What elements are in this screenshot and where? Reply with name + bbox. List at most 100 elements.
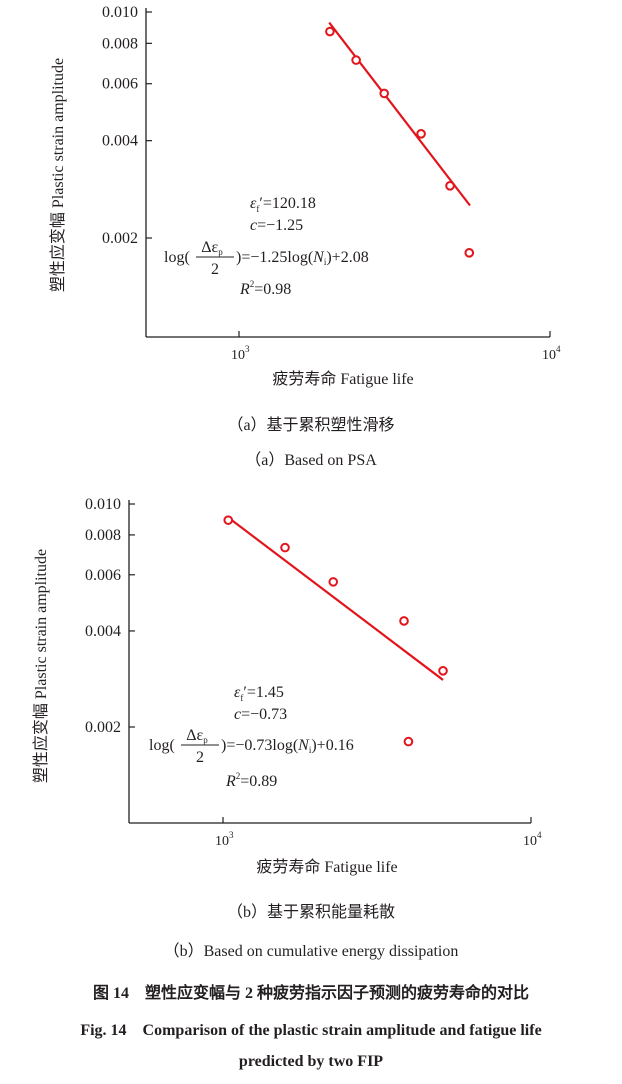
text-part: 3 <box>229 830 234 840</box>
equation-numerator: Δεp <box>201 239 223 257</box>
y-tick-label: 0.002 <box>85 719 121 736</box>
text-part: i <box>324 257 327 267</box>
text-part: i <box>309 745 312 755</box>
text-part: log( <box>164 249 190 266</box>
x-tick-label: 103 <box>231 344 250 363</box>
annotation-equation: )=−1.25log(Ni)+2.08 <box>236 249 369 267</box>
text-part: 4 <box>537 830 542 840</box>
text-part: 0.004 <box>102 133 138 150</box>
data-point <box>438 666 448 676</box>
text-part: 0.008 <box>102 35 138 52</box>
caption-b-english: （b）Based on cumulative energy dissipatio… <box>163 943 459 960</box>
text-part: 疲劳寿命 Fatigue life <box>256 858 397 876</box>
annotation-ef: εf′=1.45 <box>234 684 284 703</box>
data-point <box>403 736 414 747</box>
text-part: p <box>203 735 208 745</box>
annotation-equation: )=−0.73log(Ni)+0.16 <box>221 737 354 755</box>
text-part: 疲劳寿命 Fatigue life <box>272 370 413 388</box>
text-part: N <box>312 249 325 266</box>
data-point <box>464 247 475 258</box>
text-part: c <box>250 217 257 234</box>
annotation-r2: R2=0.89 <box>225 771 277 790</box>
data-point <box>325 26 335 37</box>
text-part: f <box>240 693 243 703</box>
text-part: 0.010 <box>102 4 138 21</box>
text-part: 2 <box>236 771 241 781</box>
text-part: 2 <box>250 279 255 289</box>
text-part: 0.004 <box>85 623 121 640</box>
data-point <box>351 55 361 65</box>
data-point <box>223 515 234 525</box>
text-part: =0.89 <box>240 773 277 790</box>
x-axis-label: 疲劳寿命 Fatigue life <box>272 370 413 388</box>
text-part: =−1.25 <box>257 217 303 234</box>
text-part: c <box>234 706 241 723</box>
y-tick-label: 0.006 <box>102 76 138 93</box>
y-tick-label: 0.008 <box>102 35 138 52</box>
caption-a-chinese: （a）基于累积塑性滑移 <box>227 417 395 434</box>
data-point <box>379 88 389 99</box>
text-part: 3 <box>245 344 250 354</box>
equation-numerator: Δεp <box>186 727 208 745</box>
x-axis-label: 疲劳寿命 Fatigue life <box>256 858 397 876</box>
text-part: 塑性应变幅 Plastic strain amplitude <box>31 549 50 783</box>
y-tick-label: 0.008 <box>85 527 121 544</box>
text-part: ′=120.18 <box>259 195 316 212</box>
annotation-equation-prefix: log( <box>149 737 175 754</box>
text-part: 10 <box>542 348 556 363</box>
x-tick-label: 103 <box>215 830 234 849</box>
y-axis-label: 塑性应变幅 Plastic strain amplitude <box>48 58 67 292</box>
text-part: R <box>225 773 236 790</box>
annotation-equation-prefix: log( <box>164 249 190 266</box>
y-tick-label: 0.010 <box>85 496 121 513</box>
text-part: 0.006 <box>102 76 138 93</box>
text-part: 10 <box>231 348 245 363</box>
annotation-c: c=−1.25 <box>250 217 303 234</box>
text-part: 10 <box>215 834 229 849</box>
text-part: N <box>297 737 310 754</box>
caption-b-chinese: （b）基于累积能量耗散 <box>226 904 395 921</box>
text-part: ε <box>250 195 257 212</box>
text-part: =0.98 <box>254 281 291 298</box>
text-part: )=−1.25log( <box>236 249 313 266</box>
text-part: 0.006 <box>85 567 121 584</box>
y-tick-label: 0.010 <box>102 4 138 21</box>
text-part: 塑性应变幅 Plastic strain amplitude <box>48 58 67 292</box>
text-part: 0.002 <box>85 719 121 736</box>
text-part: =−0.73 <box>241 706 287 723</box>
y-tick-label: 0.006 <box>85 567 121 584</box>
annotation-r2: R2=0.98 <box>239 279 291 298</box>
figure-title-english-line2: predicted by two FIP <box>238 1053 384 1070</box>
data-point <box>328 577 339 587</box>
annotation-ef: εf′=120.18 <box>250 195 316 214</box>
y-tick-label: 0.004 <box>85 623 121 640</box>
x-tick-label: 104 <box>542 344 561 363</box>
data-point <box>445 181 455 191</box>
text-part: )+2.08 <box>326 249 368 266</box>
text-part: 10 <box>523 834 537 849</box>
text-part: 0.002 <box>102 230 138 247</box>
text-part: 4 <box>556 344 561 354</box>
text-part: 0.008 <box>85 527 121 544</box>
text-part: R <box>239 281 250 298</box>
y-axis-label: 塑性应变幅 Plastic strain amplitude <box>31 549 50 783</box>
text-part: log( <box>149 737 175 754</box>
text-part: f <box>256 204 259 214</box>
text-part: Δε <box>201 239 218 256</box>
equation-denominator: 2 <box>196 749 204 766</box>
equation-denominator: 2 <box>211 261 219 278</box>
text-part: p <box>218 247 223 257</box>
text-part: 2 <box>211 261 219 278</box>
text-part: Δε <box>186 727 203 744</box>
data-point <box>399 616 409 626</box>
text-part: )+0.16 <box>311 737 353 754</box>
text-part: ε <box>234 684 241 701</box>
y-tick-label: 0.004 <box>102 133 138 150</box>
text-part: )=−0.73log( <box>221 737 298 754</box>
text-part: 0.010 <box>85 496 121 513</box>
fit-line <box>328 21 471 207</box>
text-part: 2 <box>196 749 204 766</box>
